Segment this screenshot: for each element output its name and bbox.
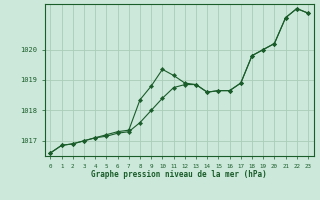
X-axis label: Graphe pression niveau de la mer (hPa): Graphe pression niveau de la mer (hPa) — [91, 170, 267, 179]
